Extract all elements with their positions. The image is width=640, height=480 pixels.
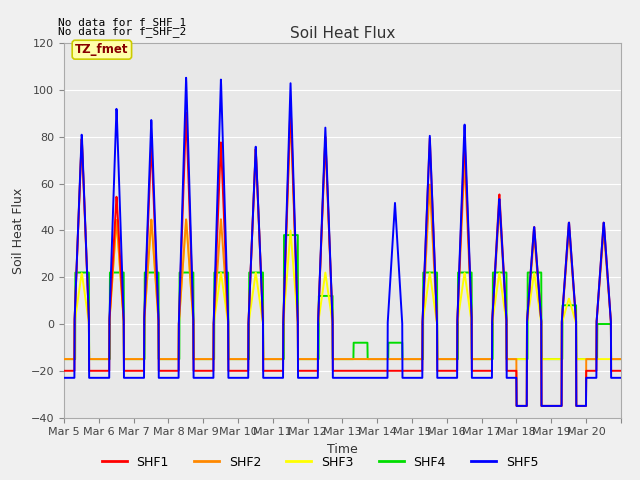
Y-axis label: Soil Heat Flux: Soil Heat Flux bbox=[12, 187, 25, 274]
Legend: SHF1, SHF2, SHF3, SHF4, SHF5: SHF1, SHF2, SHF3, SHF4, SHF5 bbox=[97, 451, 543, 474]
Title: Soil Heat Flux: Soil Heat Flux bbox=[290, 25, 395, 41]
Text: TZ_fmet: TZ_fmet bbox=[75, 43, 129, 56]
Text: No data for f_SHF_1: No data for f_SHF_1 bbox=[58, 17, 186, 28]
Text: No data for f_SHF_2: No data for f_SHF_2 bbox=[58, 26, 186, 37]
X-axis label: Time: Time bbox=[327, 443, 358, 456]
